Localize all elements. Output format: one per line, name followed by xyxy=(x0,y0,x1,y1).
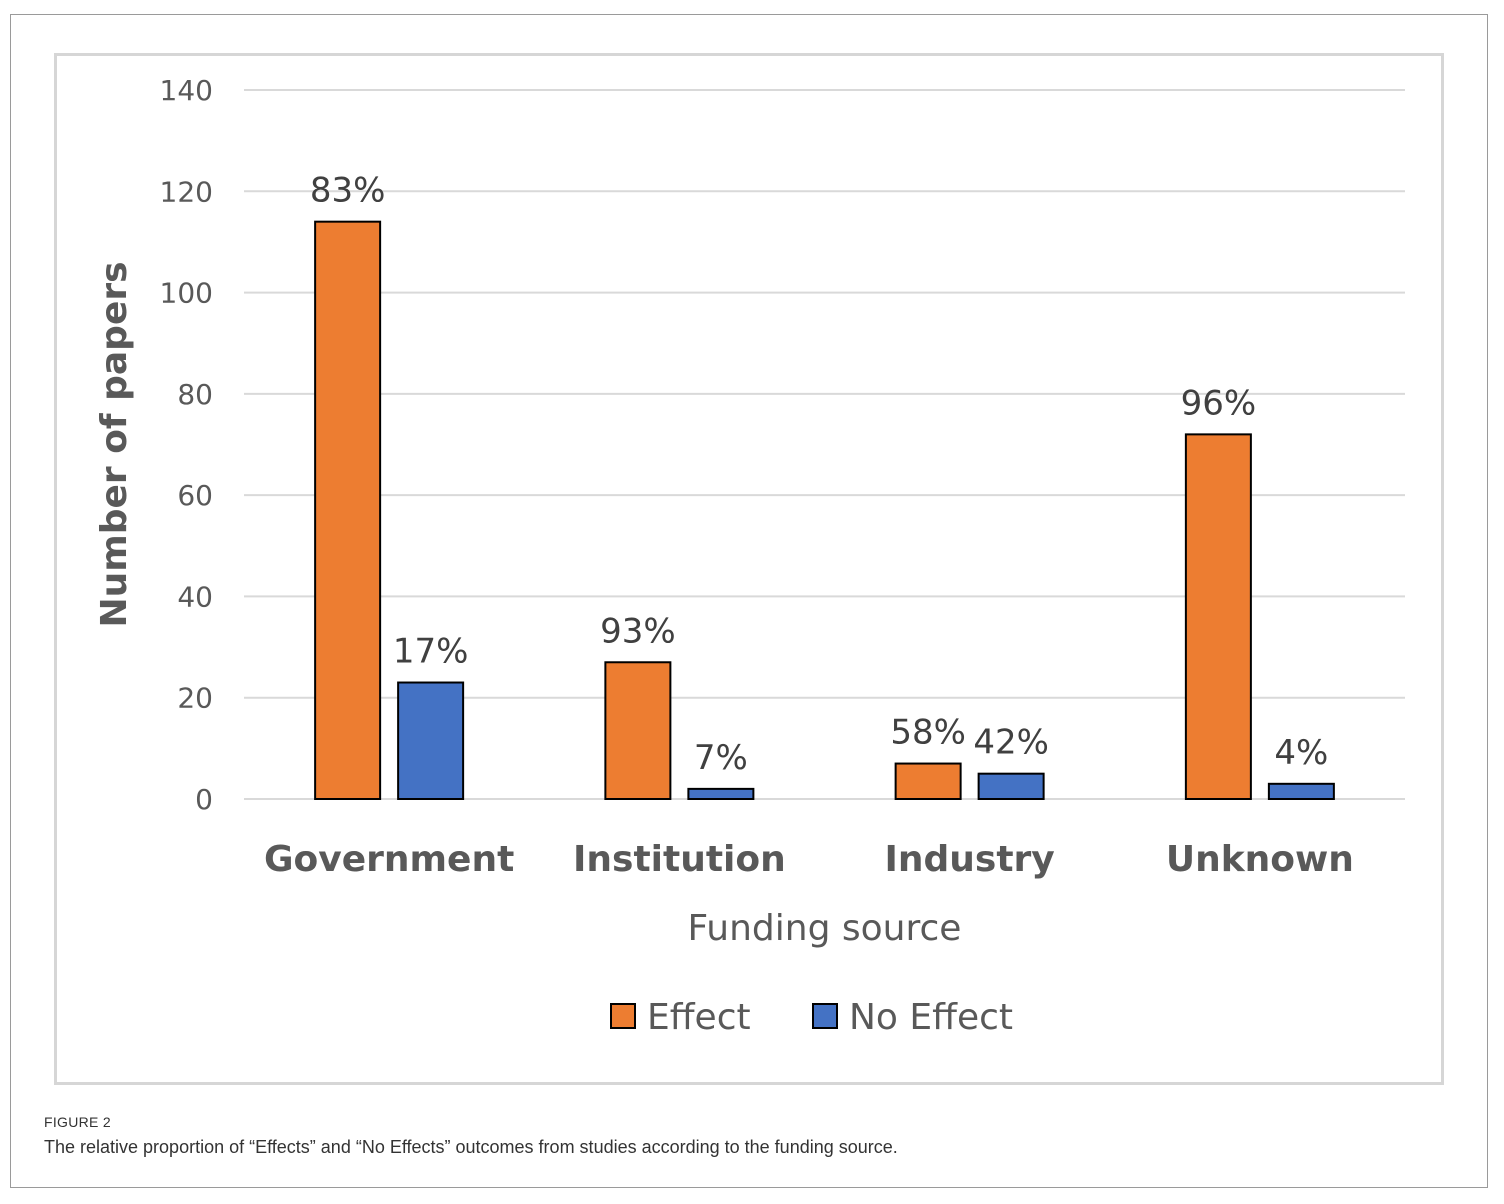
y-axis-label: Number of papers xyxy=(94,261,135,627)
y-tick-label: 120 xyxy=(160,175,213,208)
bar-effect xyxy=(314,220,382,800)
bar-no-effect xyxy=(1267,782,1335,800)
x-tick-label: Unknown xyxy=(1166,839,1354,880)
bar-no-effect xyxy=(977,772,1045,801)
x-tick-label: Government xyxy=(264,839,514,880)
x-tick-label: Industry xyxy=(884,839,1054,880)
y-tick-label: 80 xyxy=(177,378,213,411)
data-label: 4% xyxy=(1274,733,1328,773)
y-tick-label: 40 xyxy=(177,580,213,613)
bar-effect xyxy=(894,762,962,800)
data-label: 96% xyxy=(1181,383,1257,423)
figure-caption: The relative proportion of “Effects” and… xyxy=(44,1137,898,1157)
legend-label: No Effect xyxy=(849,997,1013,1038)
y-tick-label: 60 xyxy=(177,479,213,512)
data-label: 7% xyxy=(694,738,748,778)
x-tick-label: Institution xyxy=(573,839,786,880)
data-label: 83% xyxy=(310,171,386,211)
bar-no-effect xyxy=(687,787,755,800)
legend-swatch xyxy=(812,1003,838,1029)
data-label: 17% xyxy=(393,632,469,672)
x-axis-label: Funding source xyxy=(688,908,962,949)
y-tick-label: 140 xyxy=(160,74,213,107)
data-label: 58% xyxy=(890,713,966,753)
data-label: 93% xyxy=(600,611,676,651)
y-tick-label: 0 xyxy=(195,783,213,816)
bar-chart: 0 20 40 60 80 100 120 140 Number of papers 83% 17%… xyxy=(94,74,1405,1038)
bar-effect xyxy=(1184,433,1252,800)
y-tick-label: 100 xyxy=(160,277,213,310)
y-tick-label: 20 xyxy=(177,682,213,715)
figure-frame xyxy=(10,14,1488,1188)
legend-swatch xyxy=(610,1003,636,1029)
bar-effect xyxy=(604,661,672,800)
chart-container: 0 20 40 60 80 100 120 140 Number of papers 83% 17%… xyxy=(54,53,1444,1085)
legend-label: Effect xyxy=(647,997,751,1038)
bar-no-effect xyxy=(397,681,465,800)
data-label: 42% xyxy=(973,723,1049,763)
figure-label: FIGURE 2 xyxy=(44,1114,111,1130)
